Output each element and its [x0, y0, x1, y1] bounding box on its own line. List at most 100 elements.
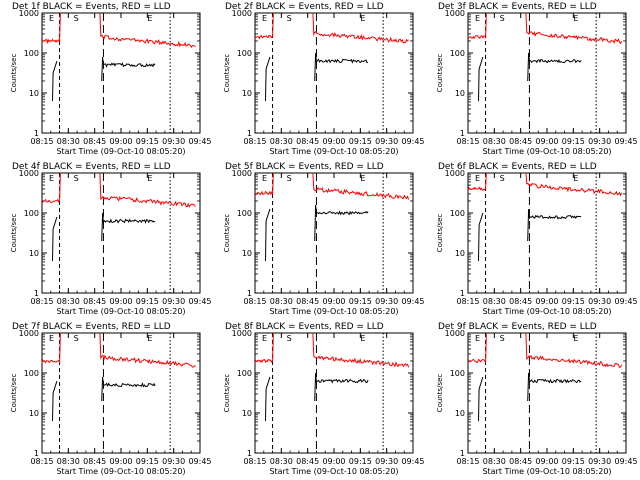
x-tick-label: 09:30 [162, 297, 185, 306]
panel-title: Det 2f BLACK = Events, RED = LLD [225, 2, 384, 12]
x-tick-label: 09:30 [588, 457, 611, 466]
series-line-lld [525, 172, 623, 197]
x-axis-label: Start Time (09-Oct-10 08:05:20) [56, 307, 185, 316]
series-line-lld [99, 172, 196, 208]
y-axis-label: Counts/sec [223, 54, 231, 93]
x-tick-label: 09:30 [162, 137, 185, 146]
x-tick-label: 08:45 [296, 297, 319, 306]
y-tick-label: 10 [242, 409, 252, 418]
y-tick-label: 1 [247, 289, 252, 298]
series-line-lld [99, 12, 196, 48]
series-line-events [52, 60, 58, 102]
y-tick-label: 1000 [232, 329, 252, 338]
x-tick-label: 09:30 [375, 137, 398, 146]
y-tick-label: 1000 [19, 329, 39, 338]
series-line-lld [99, 332, 196, 368]
panel-2: Det 2f BLACK = Events, RED = LLD 1 10 100 10… [223, 2, 425, 156]
marker-label: E [262, 334, 267, 343]
y-tick-label: 100 [24, 369, 39, 378]
series-line-lld [467, 12, 487, 40]
y-tick-label: 100 [24, 49, 39, 58]
x-tick-label: 08:30 [57, 297, 80, 306]
x-tick-label: 08:15 [30, 457, 53, 466]
panel-title: Det 3f BLACK = Events, RED = LLD [438, 2, 597, 12]
y-axis-label: Counts/sec [436, 54, 444, 93]
x-tick-label: 08:15 [243, 297, 266, 306]
series-line-lld [525, 332, 623, 369]
marker-label: E [49, 14, 54, 23]
x-tick-label: 09:30 [162, 457, 185, 466]
x-tick-label: 09:15 [562, 457, 585, 466]
y-tick-label: 100 [237, 49, 252, 58]
x-tick-label: 08:15 [30, 297, 53, 306]
x-tick-label: 08:30 [57, 137, 80, 146]
plot-frame [254, 12, 414, 134]
y-tick-label: 1 [34, 449, 39, 458]
panel-7: Det 7f BLACK = Events, RED = LLD 1 10 100 10… [10, 322, 212, 476]
x-tick-label: 09:00 [109, 457, 132, 466]
series-line-events [265, 56, 271, 102]
marker-label: E [573, 14, 578, 23]
marker-label: E [475, 334, 480, 343]
x-tick-label: 08:45 [509, 297, 532, 306]
marker-label: S [500, 14, 505, 23]
x-tick-label: 09:00 [322, 137, 345, 146]
panel-title: Det 4f BLACK = Events, RED = LLD [12, 162, 171, 172]
series-line-lld [254, 332, 274, 364]
x-tick-label: 08:30 [270, 137, 293, 146]
marker-label: E [49, 174, 54, 183]
series-line-events [101, 212, 156, 242]
y-axis-label: Counts/sec [223, 214, 231, 253]
series-line-lld [254, 12, 274, 40]
x-tick-label: 09:45 [401, 137, 424, 146]
y-tick-label: 10 [29, 249, 39, 258]
panel-title: Det 1f BLACK = Events, RED = LLD [12, 2, 171, 12]
x-axis-label: Start Time (09-Oct-10 08:05:20) [482, 307, 611, 316]
y-tick-label: 10 [242, 249, 252, 258]
x-tick-label: 08:15 [456, 457, 479, 466]
marker-label: E [147, 14, 152, 23]
marker-label: E [475, 14, 480, 23]
panel-title: Det 9f BLACK = Events, RED = LLD [438, 322, 597, 332]
y-tick-label: 100 [450, 49, 465, 58]
marker-label: S [500, 174, 505, 183]
panel-4: Det 4f BLACK = Events, RED = LLD 1 10 100 10… [10, 162, 212, 316]
y-tick-label: 1000 [19, 9, 39, 18]
y-axis-label: Counts/sec [436, 374, 444, 413]
y-axis-label: Counts/sec [10, 54, 18, 93]
x-tick-label: 08:15 [456, 297, 479, 306]
x-axis-label: Start Time (09-Oct-10 08:05:20) [482, 467, 611, 476]
panel-title: Det 6f BLACK = Events, RED = LLD [438, 162, 597, 172]
x-tick-label: 08:30 [483, 137, 506, 146]
series-line-events [265, 376, 271, 422]
series-line-events [478, 376, 484, 422]
y-tick-label: 1 [460, 129, 465, 138]
x-tick-label: 09:45 [614, 137, 637, 146]
series-line-events [527, 52, 582, 82]
x-tick-label: 09:30 [375, 457, 398, 466]
x-tick-label: 09:00 [109, 297, 132, 306]
marker-label: E [49, 334, 54, 343]
x-tick-label: 09:00 [322, 297, 345, 306]
series-line-lld [41, 332, 61, 365]
marker-label: S [74, 334, 79, 343]
y-axis-label: Counts/sec [10, 214, 18, 253]
marker-label: E [360, 174, 365, 183]
plot-frame [41, 12, 201, 134]
x-tick-label: 08:30 [483, 297, 506, 306]
x-tick-label: 09:15 [136, 137, 159, 146]
series-line-events [101, 376, 156, 402]
plot-frame [41, 172, 201, 294]
y-tick-label: 10 [455, 409, 465, 418]
series-line-events [52, 380, 58, 422]
plot-frame [254, 332, 414, 454]
x-tick-label: 09:45 [401, 297, 424, 306]
marker-label: E [262, 174, 267, 183]
x-tick-label: 08:45 [509, 457, 532, 466]
x-axis-label: Start Time (09-Oct-10 08:05:20) [56, 467, 185, 476]
plot-frame [254, 172, 414, 294]
x-tick-label: 09:15 [349, 457, 372, 466]
marker-label: S [500, 334, 505, 343]
x-tick-label: 08:15 [243, 457, 266, 466]
